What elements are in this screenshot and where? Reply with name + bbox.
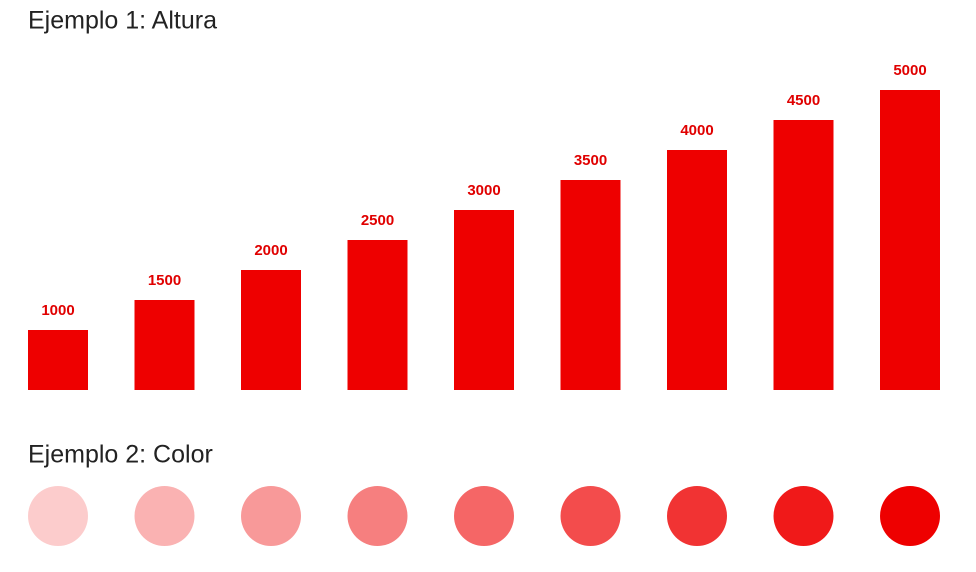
color-dot — [134, 486, 195, 546]
value-label: 1000 — [41, 302, 74, 319]
chart-title: Ejemplo 2: Color — [28, 441, 213, 469]
color-dot — [347, 486, 408, 546]
color-dot — [454, 486, 514, 546]
value-label: 3500 — [574, 152, 607, 169]
bar — [773, 120, 834, 390]
value-label: 4000 — [680, 122, 713, 139]
value-label: 2000 — [254, 242, 287, 259]
bar — [454, 210, 514, 390]
bar — [28, 330, 88, 390]
bar — [134, 300, 195, 390]
value-label: 1500 — [148, 272, 181, 289]
value-label: 4500 — [787, 92, 820, 109]
color-dot — [28, 486, 88, 546]
color-dot — [241, 486, 301, 546]
value-label: 2500 — [361, 212, 394, 229]
color-dot — [667, 486, 727, 546]
bar — [241, 270, 301, 390]
chart-title: Ejemplo 1: Altura — [28, 7, 217, 35]
bar — [880, 90, 940, 390]
color-dot — [773, 486, 834, 546]
value-label: 5000 — [893, 62, 926, 79]
bar — [560, 180, 621, 390]
bar — [347, 240, 408, 390]
color-dot — [880, 486, 940, 546]
bar — [667, 150, 727, 390]
value-label: 3000 — [467, 182, 500, 199]
color-dot — [560, 486, 621, 546]
